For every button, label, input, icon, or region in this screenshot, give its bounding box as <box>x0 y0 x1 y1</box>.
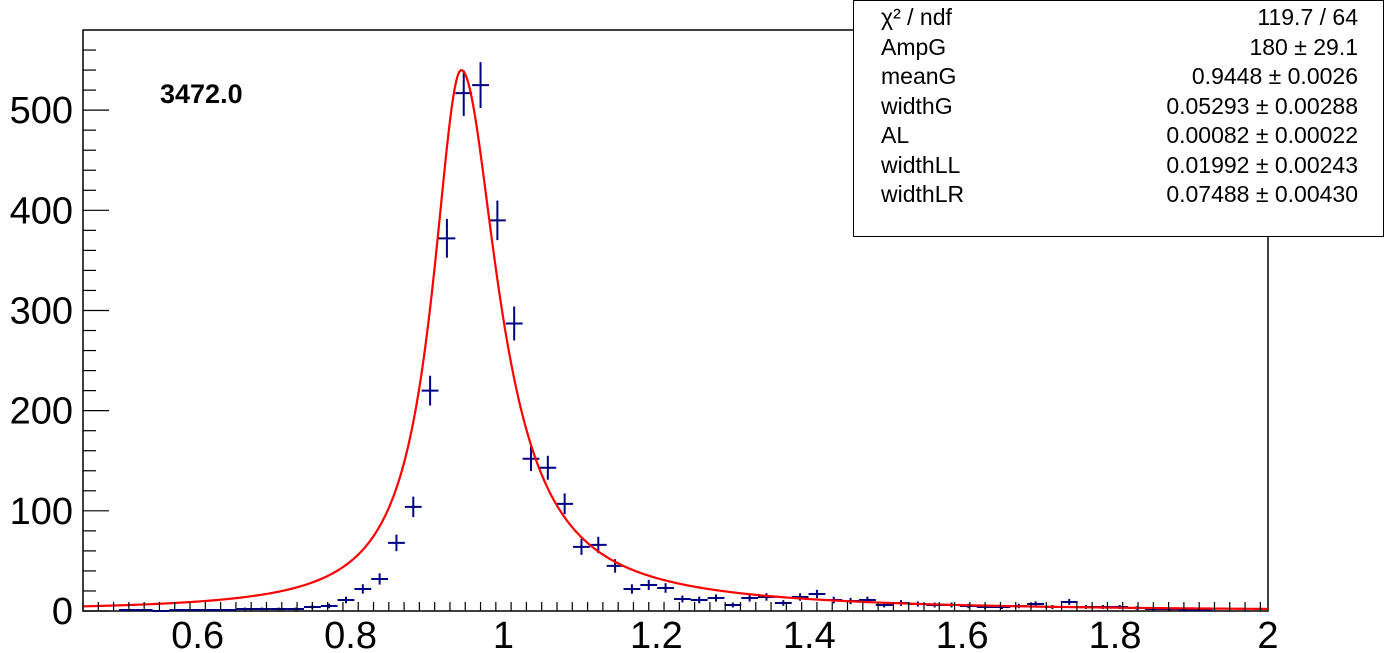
stat-name: χ² / ndf <box>881 4 952 30</box>
stat-name: meanG <box>881 63 957 89</box>
data-point <box>371 573 389 585</box>
data-point <box>488 200 506 241</box>
data-point <box>673 595 691 603</box>
data-point <box>169 608 187 611</box>
stat-row: χ² / ndf 119.7 / 64 <box>881 3 1358 33</box>
x-tick-label: 1.8 <box>1089 615 1142 653</box>
stat-value: 180 ± 29.1 <box>1249 33 1358 60</box>
data-point <box>808 589 826 599</box>
data-point <box>320 603 338 609</box>
y-tick-label: 0 <box>52 591 73 633</box>
y-tick-label: 300 <box>10 290 73 332</box>
data-point <box>573 538 590 555</box>
stat-name: widthLL <box>881 151 961 178</box>
fit-curve <box>82 69 1268 611</box>
stat-row: AL 0.00082 ± 0.00022 <box>881 121 1358 151</box>
data-point <box>774 600 792 606</box>
stat-value: 0.07488 ± 0.00430 <box>1166 181 1358 207</box>
x-tick-label: 1.2 <box>630 615 683 653</box>
data-point <box>522 446 540 472</box>
data-point <box>623 584 641 594</box>
stat-name: widthG <box>881 92 953 119</box>
data-point <box>741 594 759 602</box>
x-tick-label: 1 <box>493 615 514 653</box>
x-tick-label: 0.8 <box>324 615 377 653</box>
plot-annotation: 3472.0 <box>160 79 243 109</box>
data-point <box>253 607 271 611</box>
data-point <box>186 608 204 611</box>
stat-value: 0.01992 ± 0.00243 <box>1166 151 1358 178</box>
data-point <box>657 583 674 593</box>
data-point <box>354 584 372 594</box>
data-point <box>404 496 422 518</box>
data-point <box>724 602 742 608</box>
y-tick-label: 200 <box>10 391 73 433</box>
stat-row: AmpG 180 ± 29.1 <box>881 33 1358 63</box>
data-point <box>388 534 405 552</box>
stat-row: widthG 0.05293 ± 0.00288 <box>881 92 1358 122</box>
fit-statistics-box: χ² / ndf 119.7 / 64 AmpG 180 ± 29.1 meanG 0.9… <box>853 0 1384 237</box>
data-point <box>556 493 574 515</box>
data-point <box>539 455 557 480</box>
stat-row: widthLR 0.07488 ± 0.00430 <box>881 180 1358 210</box>
data-point <box>472 62 489 109</box>
data-point <box>118 608 136 611</box>
data-point <box>455 70 473 116</box>
data-point <box>438 219 456 258</box>
data-point <box>505 306 523 341</box>
x-tick-label: 1.6 <box>936 615 989 653</box>
data-point <box>1060 598 1078 605</box>
data-point <box>287 607 304 611</box>
data-point <box>337 596 355 604</box>
data-point <box>640 579 658 591</box>
data-point <box>421 375 439 406</box>
stat-value: 0.9448 ± 0.0026 <box>1191 63 1358 89</box>
y-tick-label: 400 <box>10 190 73 232</box>
data-point <box>690 596 708 604</box>
stat-name: AmpG <box>881 33 947 60</box>
stat-row: widthLL 0.01992 ± 0.00243 <box>881 151 1358 181</box>
plot-frame <box>82 29 1269 612</box>
data-point <box>219 608 237 611</box>
x-tick-label: 0.6 <box>171 615 224 653</box>
y-tick-label: 100 <box>10 491 73 533</box>
data-point <box>270 607 288 611</box>
data-point <box>707 594 725 602</box>
stat-name: AL <box>881 122 910 148</box>
stat-value: 0.00082 ± 0.00022 <box>1166 122 1358 148</box>
stat-value: 0.05293 ± 0.00288 <box>1166 92 1358 119</box>
y-tick-label: 500 <box>10 90 73 132</box>
x-tick-label: 1.4 <box>783 615 836 653</box>
stat-name: widthLR <box>881 181 965 207</box>
x-tick-label: 2 <box>1257 615 1278 653</box>
stat-row: meanG 0.9448 ± 0.0026 <box>881 62 1358 92</box>
stat-value: 119.7 / 64 <box>1257 4 1358 30</box>
